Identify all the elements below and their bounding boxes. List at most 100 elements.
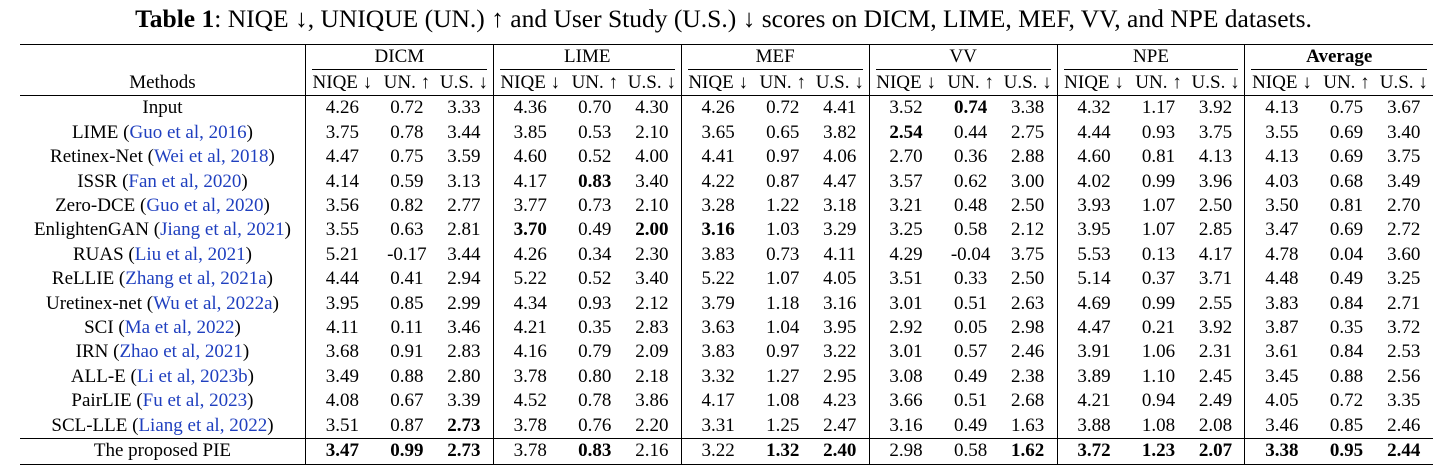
table-row: SCI (Ma et al, 2022) 4.11 0.11 3.46 4.21 0.35…: [20, 316, 1433, 341]
table-cell: 1.07: [1141, 219, 1176, 241]
table-cell: 3.22: [680, 438, 755, 465]
citation-link[interactable]: Zhang et al, 2021a: [125, 268, 267, 290]
table-cell: 3.65: [680, 120, 755, 146]
table-cell: 0.73: [766, 243, 800, 265]
table-cell: 0.57: [953, 341, 988, 363]
table-cell: 3.44: [447, 121, 481, 143]
table-cell: 4.05: [823, 268, 857, 290]
citation-link[interactable]: Jiang et al, 2021: [160, 219, 285, 241]
table-cell: 4.69: [1056, 291, 1131, 317]
method-name: Retinex-Net (Wei et al, 2018): [20, 145, 305, 169]
citation-close: ): [234, 317, 241, 339]
table-cell: -0.17: [387, 243, 427, 265]
table-cell: 0.83: [566, 438, 623, 465]
group-header-lime: LIME: [499, 45, 675, 71]
group-header-average: Average: [1251, 45, 1427, 71]
table-cell: 3.33: [447, 97, 481, 119]
table-cell: 3.78: [492, 438, 567, 465]
table-cell: 2.56: [1387, 365, 1421, 387]
table-cell: 0.76: [578, 414, 612, 436]
table-cell: 4.26: [492, 242, 567, 268]
group-header-vv: VV: [875, 45, 1051, 71]
method-name: SCI (Ma et al, 2022): [20, 316, 305, 340]
table-cell: 3.77: [492, 194, 567, 219]
table-cell: 0.51: [953, 390, 988, 412]
table-cell: 4.05: [1244, 389, 1319, 414]
table-cell: 3.82: [823, 121, 857, 143]
table-cell: 3.16: [680, 218, 755, 243]
table-cell: 3.83: [1244, 291, 1319, 317]
method-label: EnlightenGAN (: [33, 219, 161, 241]
table-cell: 0.87: [390, 414, 424, 436]
citation-link[interactable]: Guo et al, 2016: [129, 121, 247, 143]
metric-header: UN. ↑: [566, 70, 623, 97]
table-cell: 3.16: [823, 292, 857, 314]
table-cell: 4.13: [1244, 95, 1319, 121]
table-cell: 3.49: [1387, 170, 1421, 192]
citation-close: ): [247, 365, 254, 387]
table-cell: 3.88: [1056, 413, 1131, 439]
table-cell: 2.77: [447, 195, 481, 217]
table-cell: 0.78: [390, 121, 424, 143]
citation-close: ): [266, 268, 273, 290]
metric-header: U.S. ↓: [1374, 70, 1433, 97]
citation-link[interactable]: Liu et al, 2021: [134, 243, 246, 265]
table-cell: 3.56: [304, 194, 379, 219]
citation-link[interactable]: Guo et al, 2020: [146, 195, 264, 217]
metric-header: UN. ↑: [754, 70, 811, 97]
table-cell: 2.38: [1011, 365, 1045, 387]
table-cell: 3.75: [1198, 121, 1233, 143]
table-cell: 3.29: [823, 219, 857, 241]
table-cell: 4.00: [635, 146, 669, 168]
table-cell: 0.94: [1141, 390, 1176, 412]
citation-link[interactable]: Ma et al, 2022: [124, 317, 235, 339]
citation-close: ): [272, 292, 279, 314]
table-cell: 4.29: [868, 242, 943, 268]
table-cell: 3.89: [1056, 364, 1131, 390]
table-cell: 2.81: [447, 219, 481, 241]
citation-link[interactable]: Wei et al, 2018: [153, 146, 269, 168]
table-cell: 0.91: [390, 341, 424, 363]
table-cell: 2.54: [868, 120, 943, 146]
table-cell: 3.40: [635, 170, 669, 192]
table-cell: 1.03: [766, 219, 800, 241]
table-cell: 4.17: [492, 169, 567, 195]
table-cell: 2.80: [447, 365, 481, 387]
table-cell: 0.73: [578, 195, 612, 217]
table-cell: 4.06: [823, 146, 857, 168]
table-cell: 0.74: [953, 97, 988, 119]
citation-link[interactable]: Fu et al, 2023: [142, 390, 248, 412]
table-cell: 1.06: [1141, 341, 1176, 363]
caption-label: Table 1: [135, 4, 215, 33]
table-cell: 3.28: [680, 194, 755, 219]
citation-link[interactable]: Zhao et al, 2021: [119, 341, 243, 363]
table-cell: 3.78: [492, 413, 567, 439]
method-name: IRN (Zhao et al, 2021): [20, 340, 305, 364]
metric-header: U.S. ↓: [622, 70, 682, 97]
table-cell: 5.22: [680, 267, 755, 292]
metric-header: UN. ↑: [1130, 70, 1187, 97]
table-cell: 3.57: [868, 169, 943, 195]
table-cell: 2.47: [823, 414, 857, 436]
table-cell: 1.22: [766, 195, 800, 217]
method-name: EnlightenGAN (Jiang et al, 2021): [20, 218, 305, 242]
citation-link[interactable]: Liang et al, 2022: [138, 414, 268, 436]
table-cell: 1.23: [1130, 438, 1187, 465]
table-cell: 0.84: [1329, 292, 1364, 314]
table-cell: 1.32: [754, 438, 811, 465]
citation-link[interactable]: Wu et al, 2022a: [153, 292, 273, 314]
table-cell: 2.12: [635, 292, 669, 314]
table-cell: 0.51: [953, 292, 988, 314]
metric-header: U.S. ↓: [1186, 70, 1245, 97]
table-cell: 2.55: [1198, 292, 1233, 314]
table-cell: 4.60: [492, 145, 567, 170]
table-cell: 3.50: [1244, 194, 1319, 219]
table-cell: 0.88: [1329, 365, 1364, 387]
metric-header: UN. ↑: [942, 70, 999, 97]
citation-link[interactable]: Fan et al, 2020: [128, 170, 242, 192]
table-cell: 2.00: [635, 219, 669, 241]
method-label: Retinex-Net (: [50, 146, 154, 168]
citation-link[interactable]: Li et al, 2023b: [136, 365, 248, 387]
table-cell: 4.30: [635, 97, 669, 119]
